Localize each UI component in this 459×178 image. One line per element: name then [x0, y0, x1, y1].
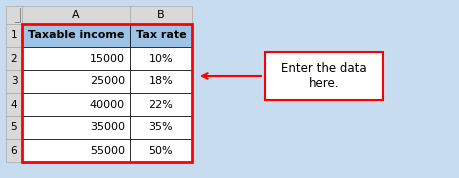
Text: 6: 6: [11, 145, 17, 156]
Text: 55000: 55000: [90, 145, 125, 156]
Bar: [130, 139, 191, 162]
Bar: [6, 116, 22, 139]
Bar: [22, 70, 130, 93]
Bar: [22, 93, 130, 116]
Text: 10%: 10%: [148, 54, 173, 64]
Text: 50%: 50%: [148, 145, 173, 156]
Bar: [6, 93, 22, 116]
Bar: [22, 6, 130, 24]
Text: 25000: 25000: [90, 77, 125, 87]
Text: 22%: 22%: [148, 100, 173, 109]
Bar: [22, 116, 130, 139]
Text: 5: 5: [11, 122, 17, 132]
Text: 18%: 18%: [148, 77, 173, 87]
Bar: [6, 47, 22, 70]
Bar: [130, 47, 191, 70]
Bar: [22, 24, 130, 47]
Bar: [22, 24, 191, 162]
Bar: [130, 6, 191, 24]
Text: 1: 1: [11, 30, 17, 41]
FancyArrowPatch shape: [202, 73, 261, 79]
Bar: [6, 6, 22, 24]
Text: 40000: 40000: [90, 100, 125, 109]
Bar: [6, 139, 22, 162]
Bar: [130, 70, 191, 93]
Bar: [130, 93, 191, 116]
Bar: [22, 47, 130, 70]
Text: B: B: [157, 10, 164, 20]
Text: 35%: 35%: [148, 122, 173, 132]
Text: Taxable income: Taxable income: [28, 30, 124, 41]
Text: 2: 2: [11, 54, 17, 64]
Bar: [6, 24, 22, 47]
Bar: [130, 24, 191, 47]
Text: Tax rate: Tax rate: [135, 30, 186, 41]
Text: A: A: [72, 10, 80, 20]
Text: 15000: 15000: [90, 54, 125, 64]
Text: 35000: 35000: [90, 122, 125, 132]
Text: 3: 3: [11, 77, 17, 87]
Bar: [264, 52, 382, 100]
Bar: [130, 116, 191, 139]
Text: Enter the data
here.: Enter the data here.: [280, 62, 366, 90]
Bar: [6, 70, 22, 93]
Bar: [22, 139, 130, 162]
Text: 4: 4: [11, 100, 17, 109]
